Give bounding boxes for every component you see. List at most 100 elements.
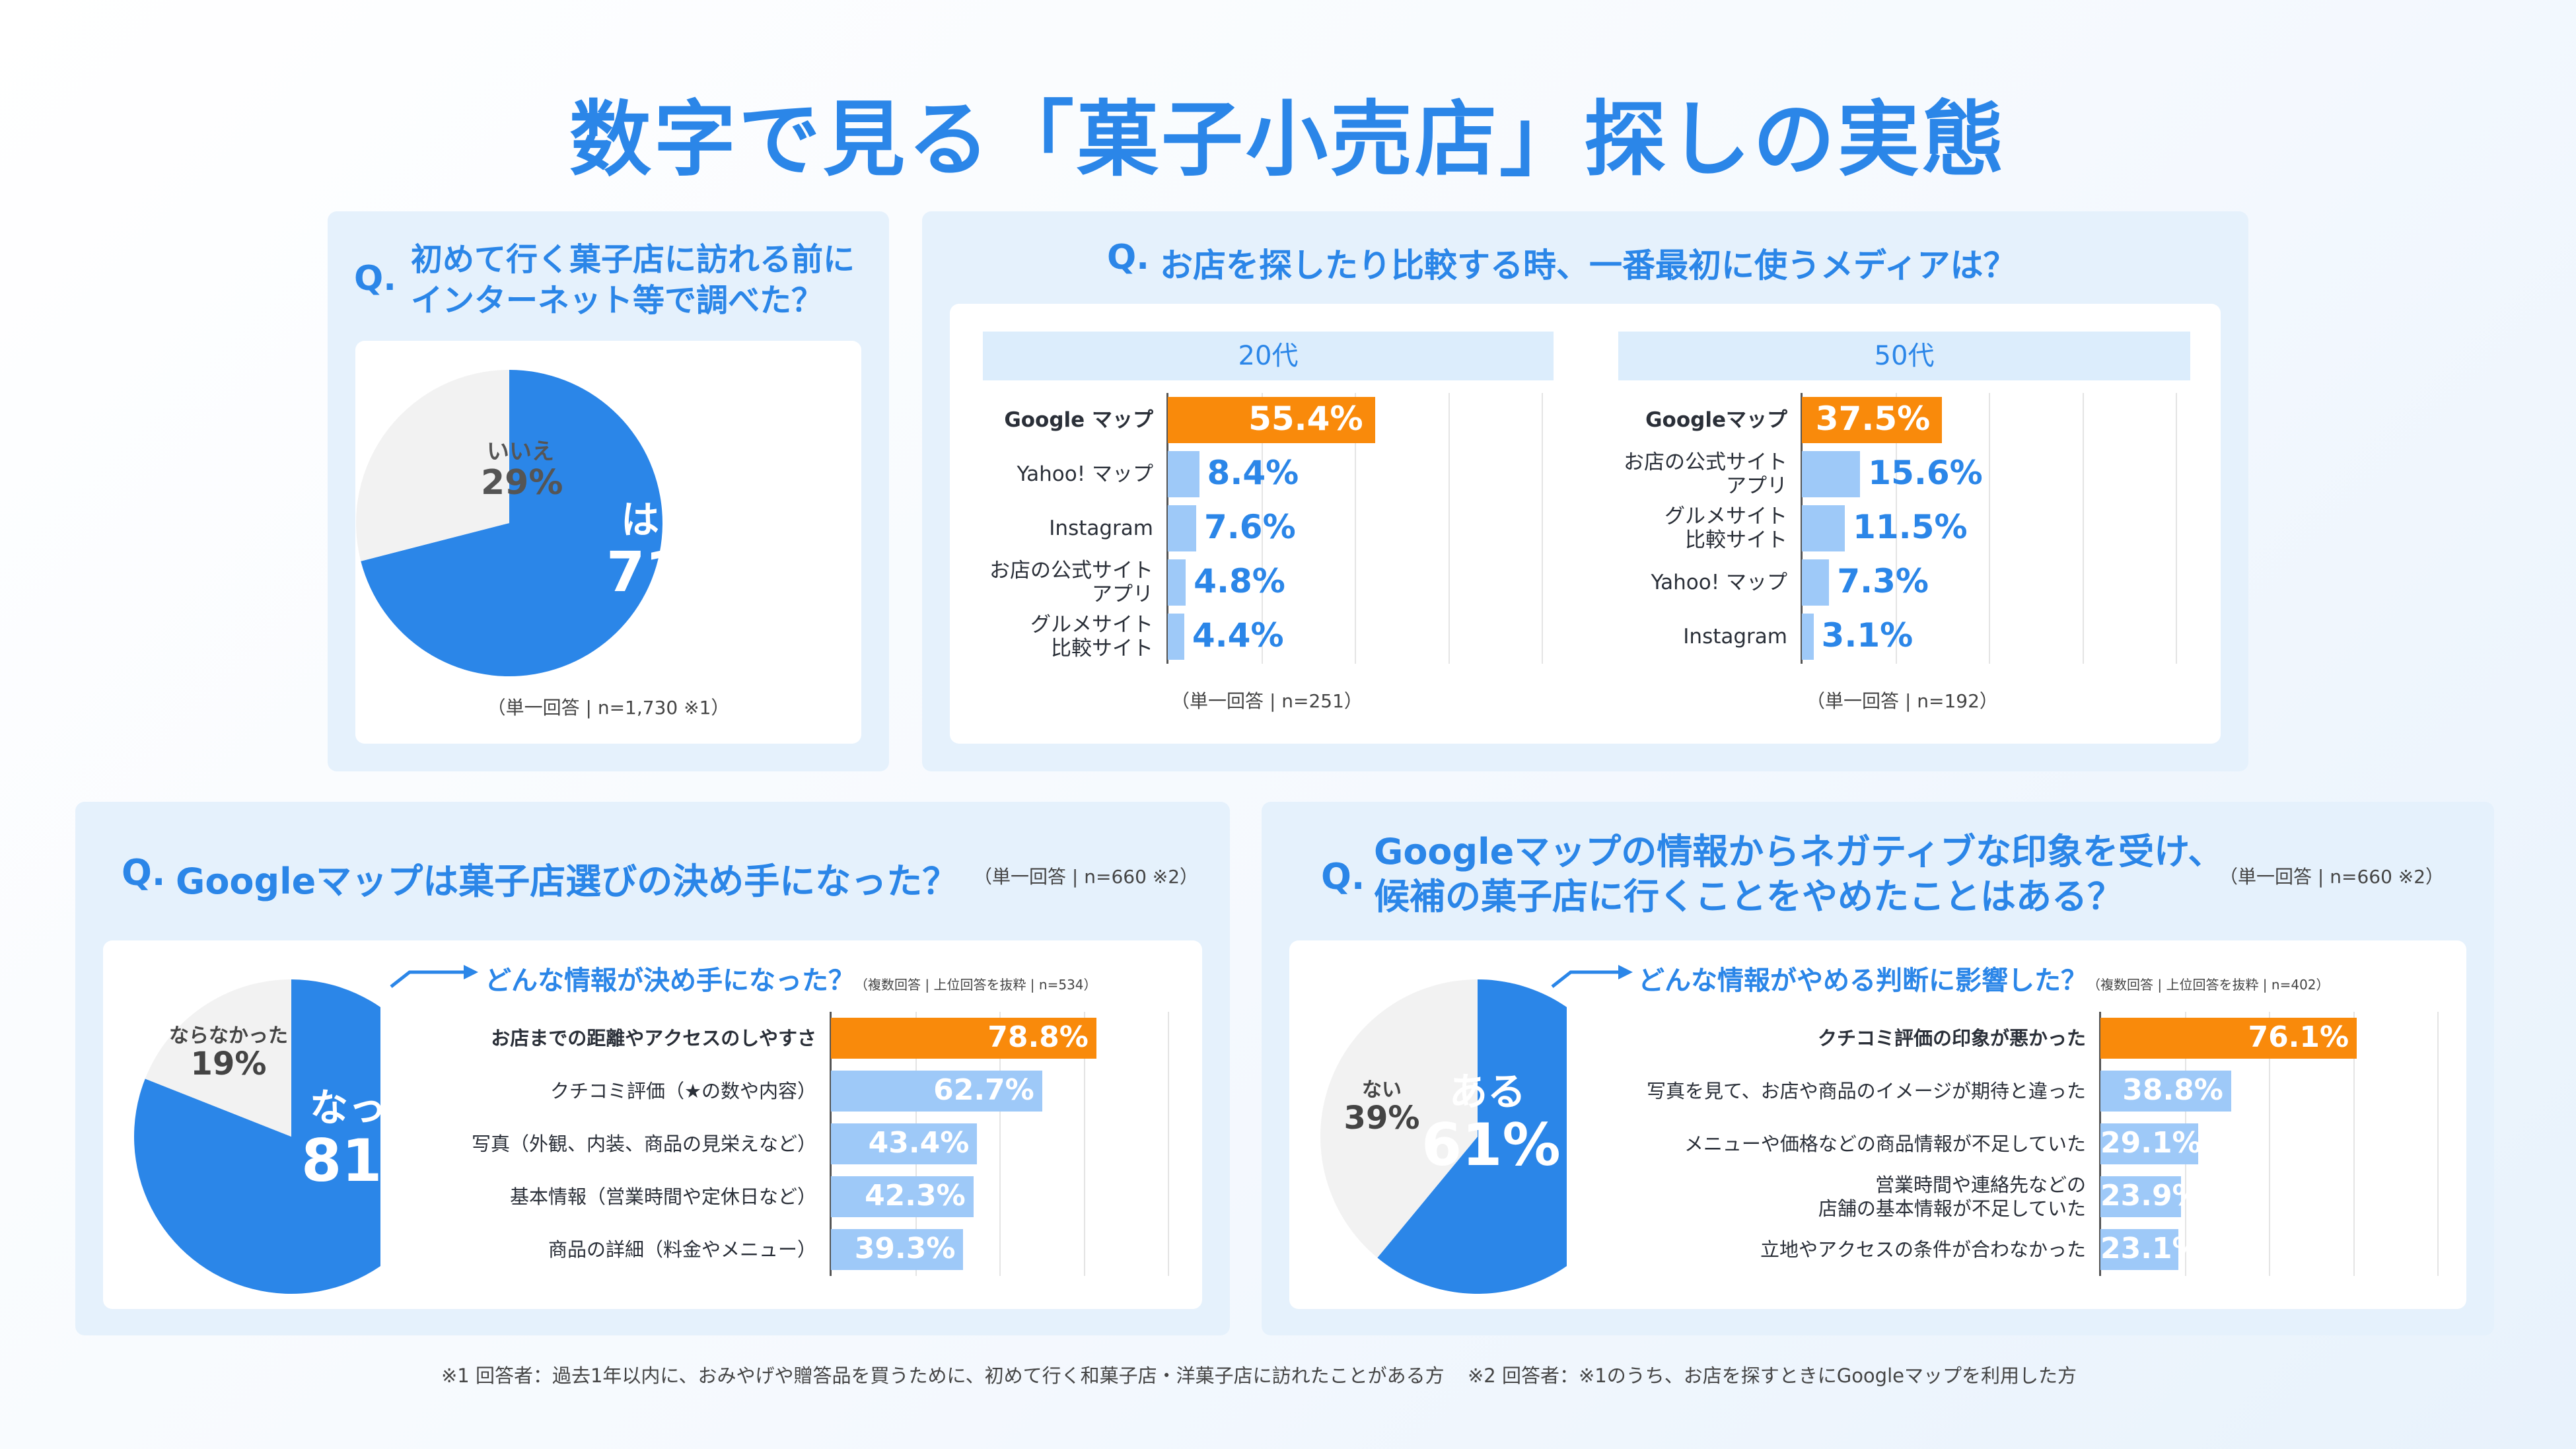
q-marker: Q.	[354, 259, 396, 299]
pie-label-yes-negative: ある 61%	[1421, 1069, 1561, 1179]
bar-2	[1168, 505, 1197, 551]
category-label-4: グルメサイト 比較サイト	[1030, 613, 1153, 660]
value-label-1: 38.8%	[2122, 1073, 2223, 1107]
card-media-bars: 20代 50代 Google マップ 55.4% Yahoo! マップ 8.4% Ins…	[950, 304, 2221, 744]
bar-chart-decision: お店までの距離やアクセスのしやすさ 78.8% クチコミ評価（★の数や内容） 62.7…	[103, 940, 1202, 1309]
category-label-2: グルメサイト 比較サイト	[1664, 505, 1787, 552]
category-label-3: お店の公式サイト アプリ	[989, 559, 1153, 606]
category-label-1: クチコミ評価（★の数や内容）	[550, 1080, 816, 1102]
category-label-0: クチコミ評価の印象が悪かった	[1817, 1027, 2086, 1049]
question-negative: Googleマップの情報からネガティブな印象を受け、 候補の菓子店に行くことをや…	[1374, 831, 2224, 917]
value-label-3: 42.3%	[865, 1178, 966, 1213]
axis-line	[2099, 1012, 2101, 1276]
bar-1	[831, 1071, 1042, 1112]
gridline	[1355, 393, 1356, 664]
gridline	[1542, 393, 1543, 664]
pie-chart-research	[356, 370, 662, 676]
category-label-2: メニューや価格などの商品情報が不足していた	[1684, 1133, 2086, 1155]
value-label-1: 8.4%	[1207, 454, 1299, 492]
category-label-4: Instagram	[1683, 625, 1787, 649]
gridline	[1168, 1012, 1169, 1276]
subquestion-decision: どんな情報が決め手になった？（複数回答 | 上位回答を抜粋 | n=534）	[485, 966, 1097, 996]
panel-first-media: Q. お店を探したり比較する時、一番最初に使うメディアは？ 20代 50代 Go…	[922, 211, 2248, 771]
bar-4	[831, 1229, 964, 1270]
category-label-0: お店までの距離やアクセスのしやすさ	[491, 1027, 816, 1049]
value-label-2: 11.5%	[1853, 508, 1968, 546]
note-negative: （単一回答 | n=660 ※2）	[2219, 866, 2445, 888]
bar-0	[2100, 1018, 2357, 1059]
axis-line	[1801, 393, 1803, 664]
pie-label-no: いいえ 29%	[481, 439, 563, 503]
bar-3	[1802, 559, 1830, 606]
value-label-1: 62.7%	[933, 1073, 1034, 1107]
pie-chart-negative	[1320, 979, 1567, 1294]
gridline	[2082, 393, 2084, 664]
q-marker: Q.	[122, 852, 166, 894]
question-pre-visit: 初めて行く菓子店に訪れる前に インターネット等で調べた？	[411, 241, 855, 319]
pie-slice-0	[134, 979, 380, 1294]
axis-line	[1166, 393, 1168, 664]
gridline	[2176, 393, 2177, 664]
pie-label-no-negative: ない 39%	[1343, 1078, 1420, 1137]
card-pie-research: いいえ 29% はい 71% （単一回答 | n=1,730 ※1）	[355, 341, 861, 744]
value-label-0: 78.8%	[987, 1020, 1089, 1054]
category-label-1: 写真を見て、お店や商品のイメージが期待と違った	[1647, 1080, 2086, 1102]
question-decision-factor: Googleマップは菓子店選びの決め手になった？	[176, 861, 958, 902]
gridline	[1989, 393, 1990, 664]
pie-slice-0	[361, 370, 662, 676]
gridline	[2437, 1012, 2439, 1276]
category-label-0: Google マップ	[1004, 408, 1153, 432]
bar-3	[2100, 1176, 2181, 1217]
category-label-0: Googleマップ	[1645, 408, 1787, 432]
panel-decision-factor: Q. Googleマップは菓子店選びの決め手になった？ （単一回答 | n=66…	[75, 802, 1230, 1335]
value-label-4: 23.1%	[2100, 1231, 2201, 1265]
gridline	[1261, 393, 1263, 664]
pie-label-decisive: なった 81%	[301, 1085, 441, 1195]
bar-0	[1168, 397, 1375, 443]
gridline	[999, 1012, 1001, 1276]
bar-chart-50s: Googleマップ 37.5% お店の公式サイト アプリ 15.6% グルメサイト 比較サイ…	[1584, 304, 2221, 744]
note-research: （単一回答 | n=1,730 ※1）	[487, 697, 730, 719]
bar-0	[1802, 397, 1943, 443]
q-marker: Q.	[1107, 238, 1149, 277]
value-label-0: 37.5%	[1815, 400, 1931, 438]
pie-label-yes: はい 71%	[606, 497, 740, 604]
footnote-2: ※2 回答者：※1のうち、お店を探すときにGoogleマップを利用した方	[1468, 1364, 2077, 1387]
bar-2	[1802, 505, 1845, 551]
value-label-1: 15.6%	[1868, 454, 1983, 492]
bar-chart-negative: クチコミ評価の印象が悪かった 76.1% 写真を見て、お店や商品のイメージが期待と違…	[1289, 940, 2466, 1309]
arrow-icon	[390, 965, 478, 988]
q-marker: Q.	[1321, 856, 1365, 898]
value-label-0: 76.1%	[2248, 1020, 2349, 1054]
value-label-2: 29.1%	[2100, 1125, 2201, 1160]
category-label-4: 立地やアクセスの条件が合わなかった	[1760, 1238, 2086, 1261]
value-label-0: 55.4%	[1248, 400, 1363, 438]
pie-slice-1	[1320, 979, 1478, 1258]
bar-chart-20s: Google マップ 55.4% Yahoo! マップ 8.4% Instagram 7.…	[950, 304, 1584, 744]
value-label-2: 43.4%	[868, 1125, 970, 1160]
value-label-3: 7.3%	[1837, 562, 1929, 600]
gridline	[1895, 393, 1897, 664]
value-label-3: 4.8%	[1194, 562, 1285, 600]
pie-slice-1	[145, 979, 291, 1137]
category-label-3: 営業時間や連絡先などの 店舗の基本情報が不足していた	[1818, 1174, 2086, 1220]
pie-slice-1	[356, 370, 509, 561]
bar-1	[1802, 451, 1861, 497]
bar-1	[1168, 451, 1199, 497]
panel-pre-visit-research: Q. 初めて行く菓子店に訪れる前に インターネット等で調べた？ いいえ 29% …	[328, 211, 889, 771]
axis-line	[830, 1012, 832, 1276]
gridline	[1448, 393, 1450, 664]
category-label-1: お店の公式サイト アプリ	[1624, 450, 1787, 498]
card-decision-factor: ならなかった 19% なった 81% どんな情報が決め手になった？（複数回答 |…	[103, 940, 1202, 1309]
subquestion-negative: どんな情報がやめる判断に影響した？（複数回答 | 上位回答を抜粋 | n=402…	[1638, 966, 2330, 996]
value-label-4: 4.4%	[1192, 616, 1284, 654]
gridline	[2353, 1012, 2355, 1276]
card-negative: ない 39% ある 61% どんな情報がやめる判断に影響した？（複数回答 | 上…	[1289, 940, 2466, 1309]
question-first-media: お店を探したり比較する時、一番最初に使うメディアは？	[1160, 246, 2017, 285]
bar-4	[1802, 614, 1814, 660]
bar-2	[2100, 1123, 2199, 1164]
gridline	[2269, 1012, 2270, 1276]
category-label-3: 基本情報（営業時間や定休日など）	[509, 1185, 816, 1208]
pie-slice-0	[1377, 979, 1567, 1294]
